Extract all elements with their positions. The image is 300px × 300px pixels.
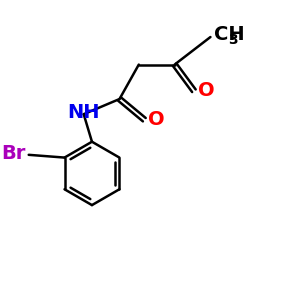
Text: O: O [148,110,165,129]
Text: O: O [198,81,215,100]
Text: Br: Br [1,144,26,163]
Text: CH: CH [214,25,244,44]
Text: 3: 3 [228,33,238,47]
Text: NH: NH [68,103,100,122]
